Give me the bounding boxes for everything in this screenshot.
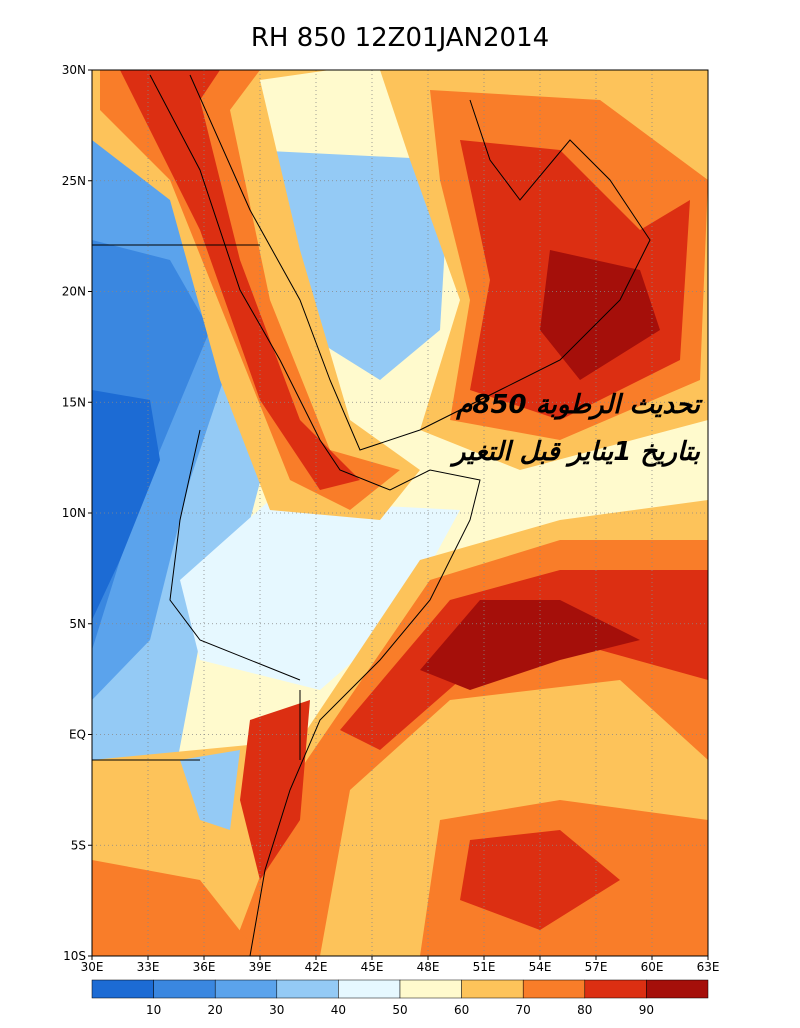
lon-label: 36E <box>193 960 216 974</box>
lon-label: 30E <box>81 960 104 974</box>
lon-label: 33E <box>137 960 160 974</box>
lon-label: 39E <box>249 960 272 974</box>
lat-label: 10S <box>63 949 86 963</box>
lat-label: EQ <box>69 728 86 742</box>
colorbar-swatch <box>522 979 586 999</box>
colorbar-label: 60 <box>454 1003 469 1017</box>
colorbar-swatch <box>584 979 647 999</box>
lon-label: 54E <box>529 960 552 974</box>
colorbar-label: 20 <box>208 1003 223 1017</box>
colorbar-swatch <box>214 979 278 999</box>
lon-label: 48E <box>417 960 440 974</box>
lat-label: 15N <box>62 395 86 409</box>
colorbar-label: 10 <box>146 1003 161 1017</box>
colorbar-label: 70 <box>516 1003 531 1017</box>
colorbar-swatch <box>91 979 154 999</box>
colorbar-swatch <box>399 979 462 999</box>
lat-label: 25N <box>62 174 86 188</box>
lon-label: 51E <box>473 960 496 974</box>
colorbar-label: 30 <box>269 1003 284 1017</box>
lat-label: 10N <box>62 506 86 520</box>
colorbar-swatch <box>646 979 709 999</box>
colorbar-label: 80 <box>577 1003 592 1017</box>
lon-label: 63E <box>697 960 720 974</box>
rh-field <box>92 70 708 956</box>
colorbar-label: 90 <box>639 1003 654 1017</box>
lat-label: 20N <box>62 285 86 299</box>
lon-label: 60E <box>641 960 664 974</box>
annotation-line: بتاريخ 1يناير قبل التغير <box>449 437 701 467</box>
lat-label: 30N <box>62 63 86 77</box>
coastlines <box>92 74 651 957</box>
title: RH 850 12Z01JAN2014 <box>251 23 549 53</box>
colorbar-swatch <box>461 979 524 999</box>
lon-label: 42E <box>305 960 328 974</box>
lat-label: 5N <box>69 617 86 631</box>
colorbar-label: 50 <box>392 1003 407 1017</box>
colorbar-swatch <box>153 979 216 999</box>
annotation-line: تحديث الرطوبة 850م <box>455 390 703 420</box>
lon-label: 45E <box>361 960 384 974</box>
colorbar: 10 20 30 40 50 60 70 80 90 <box>91 979 709 1017</box>
lat-label: 5S <box>71 838 86 852</box>
lon-label: 57E <box>585 960 608 974</box>
colorbar-swatch <box>276 979 339 999</box>
colorbar-label: 40 <box>331 1003 346 1017</box>
colorbar-swatch <box>338 979 401 999</box>
